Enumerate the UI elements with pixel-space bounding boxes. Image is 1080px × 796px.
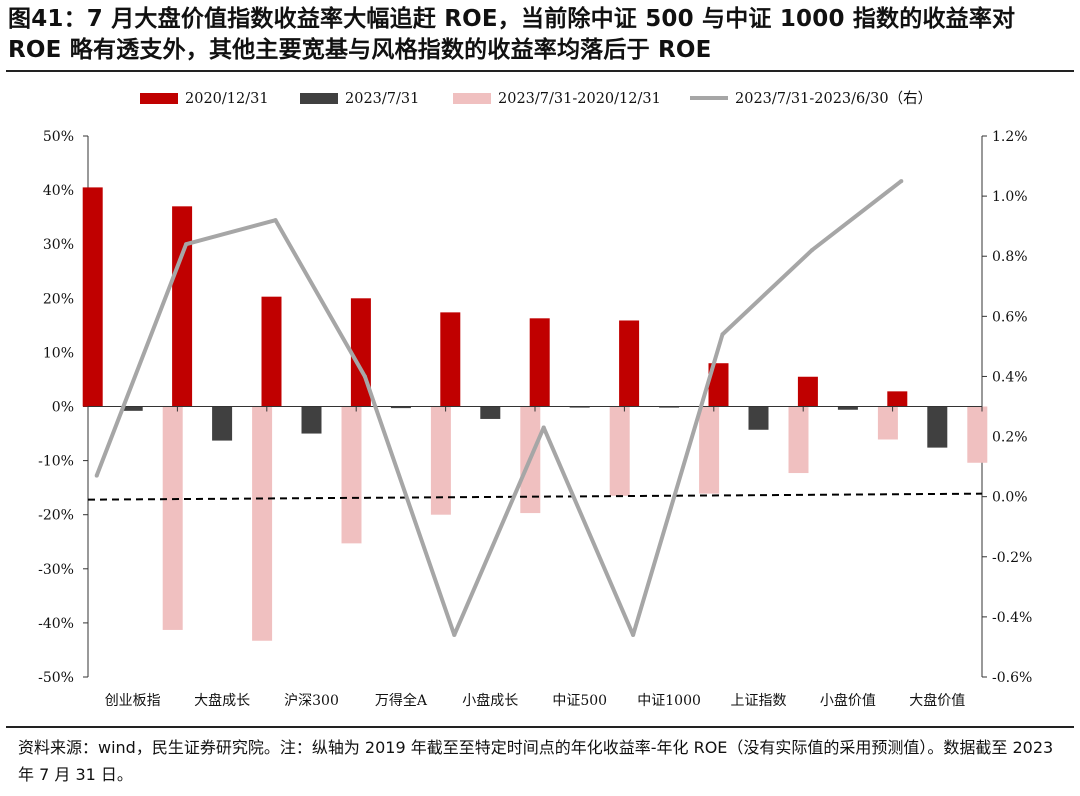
bar-1-6 bbox=[659, 406, 680, 408]
bar-0-0 bbox=[82, 187, 103, 407]
bars bbox=[82, 187, 988, 641]
line-series bbox=[94, 179, 904, 637]
line-point-5 bbox=[541, 425, 546, 430]
reference-line bbox=[87, 492, 983, 501]
bar-1-8 bbox=[837, 406, 858, 410]
y-right-tick-label: -0.2% bbox=[992, 550, 1032, 566]
y-left-tick-label: 30% bbox=[43, 237, 74, 253]
y-left-tick-label: 20% bbox=[43, 291, 74, 307]
y-left-tick-label: -20% bbox=[38, 508, 74, 524]
y-left-tick-label: 10% bbox=[43, 345, 74, 361]
bar-0-4 bbox=[440, 312, 461, 407]
bar-1-4 bbox=[480, 406, 501, 419]
bar-0-5 bbox=[529, 318, 550, 407]
y-left-tick-label: 0% bbox=[52, 400, 74, 416]
footer-divider bbox=[6, 726, 1074, 728]
line-point-4 bbox=[452, 632, 457, 637]
line-point-8 bbox=[809, 248, 814, 253]
legend-label-1: 2023/7/31 bbox=[345, 91, 419, 107]
line-point-2 bbox=[273, 218, 278, 223]
legend-swatch-1 bbox=[300, 93, 338, 104]
y-left-tick-label: -10% bbox=[38, 454, 74, 470]
y-axis-left: -50% -40% -30% -20% -10% 0% 10% 20% 30% 40% 50% bbox=[38, 129, 89, 686]
line-point-3 bbox=[362, 374, 367, 379]
bar-2-5 bbox=[609, 406, 630, 496]
legend-swatch-0 bbox=[140, 93, 178, 104]
bar-0-9 bbox=[887, 391, 908, 407]
y-right-tick-label: 1.2% bbox=[992, 129, 1028, 145]
line-point-7 bbox=[720, 332, 725, 337]
x-tick-label: 创业板指 bbox=[105, 693, 161, 709]
x-tick-label: 大盘价值 bbox=[909, 692, 965, 709]
x-tick-label: 沪深300 bbox=[284, 693, 339, 709]
bar-0-1 bbox=[172, 206, 193, 407]
x-tick-label: 万得全A bbox=[375, 692, 428, 709]
bar-0-8 bbox=[797, 376, 818, 407]
x-tick-label: 中证1000 bbox=[637, 693, 701, 709]
line-point-1 bbox=[184, 242, 189, 247]
bar-2-1 bbox=[252, 406, 273, 641]
bar-1-7 bbox=[748, 406, 769, 430]
chart-title: 图41：7 月大盘价值指数收益率大幅追赶 ROE，当前除中证 500 与中证 1… bbox=[8, 6, 1016, 63]
y-left-tick-label: 40% bbox=[43, 183, 74, 199]
bar-0-2 bbox=[261, 296, 282, 407]
line-path bbox=[94, 179, 903, 637]
y-right-tick-label: 0.4% bbox=[992, 369, 1028, 385]
line-point-9 bbox=[899, 179, 904, 184]
line-point-6 bbox=[631, 632, 636, 637]
bar-1-2 bbox=[301, 406, 322, 434]
legend-swatch-2 bbox=[453, 93, 491, 104]
legend-label-0: 2020/12/31 bbox=[185, 91, 269, 107]
bar-2-8 bbox=[877, 406, 898, 440]
bar-2-2 bbox=[341, 406, 362, 544]
bar-2-6 bbox=[699, 406, 720, 494]
bar-2-3 bbox=[430, 406, 451, 515]
x-axis: 创业板指 大盘成长 沪深300 万得全A 小盘成长 中证500 中证1000 上证指数 小盘价值… bbox=[87, 406, 983, 709]
y-right-tick-label: -0.4% bbox=[992, 610, 1032, 626]
x-tick-label: 中证500 bbox=[552, 693, 607, 709]
bar-0-6 bbox=[619, 320, 640, 407]
y-right-tick-label: 0.6% bbox=[992, 309, 1028, 325]
bar-0-7 bbox=[708, 363, 729, 407]
y-right-tick-label: 0.0% bbox=[992, 490, 1028, 506]
bar-1-1 bbox=[212, 406, 233, 441]
legend: 2020/12/31 2023/7/31 2023/7/31-2020/12/31 2… bbox=[140, 90, 932, 107]
bar-2-0 bbox=[162, 406, 183, 630]
y-left-tick-label: -50% bbox=[38, 670, 74, 686]
title-divider bbox=[6, 70, 1074, 72]
y-right-tick-label: 0.2% bbox=[992, 430, 1028, 446]
bar-1-3 bbox=[390, 406, 411, 409]
bar-1-0 bbox=[122, 406, 143, 411]
y-right-tick-label: -0.6% bbox=[992, 670, 1032, 686]
y-left-tick-label: -40% bbox=[38, 616, 74, 632]
y-right-tick-label: 0.8% bbox=[992, 249, 1028, 265]
y-left-tick-label: -30% bbox=[38, 562, 74, 578]
source-note: 资料来源：wind，民生证券研究院。注：纵轴为 2019 年截至至特定时间点的年… bbox=[18, 738, 1054, 784]
dashed-reference-line bbox=[87, 492, 983, 501]
bar-2-9 bbox=[967, 406, 988, 463]
x-tick-label: 上证指数 bbox=[731, 693, 787, 709]
legend-label-3: 2023/7/31-2023/6/30（右） bbox=[735, 90, 932, 107]
x-tick-label: 大盘成长 bbox=[194, 692, 250, 709]
y-right-tick-label: 1.0% bbox=[992, 189, 1028, 205]
bar-2-7 bbox=[788, 406, 809, 474]
y-left-tick-label: 50% bbox=[43, 129, 74, 145]
bar-1-5 bbox=[569, 406, 590, 408]
bar-1-9 bbox=[927, 406, 948, 448]
x-tick-label: 小盘成长 bbox=[462, 692, 518, 709]
legend-label-2: 2023/7/31-2020/12/31 bbox=[498, 91, 661, 107]
line-point-0 bbox=[94, 473, 99, 478]
chart-area: 2020/12/31 2023/7/31 2023/7/31-2020/12/31 2… bbox=[38, 90, 1032, 709]
y-axis-right: -0.6% -0.4% -0.2% 0.0% 0.2% 0.4% 0.6% 0.8% 1.0% 1… bbox=[981, 129, 1032, 686]
x-tick-label: 小盘价值 bbox=[820, 692, 876, 709]
